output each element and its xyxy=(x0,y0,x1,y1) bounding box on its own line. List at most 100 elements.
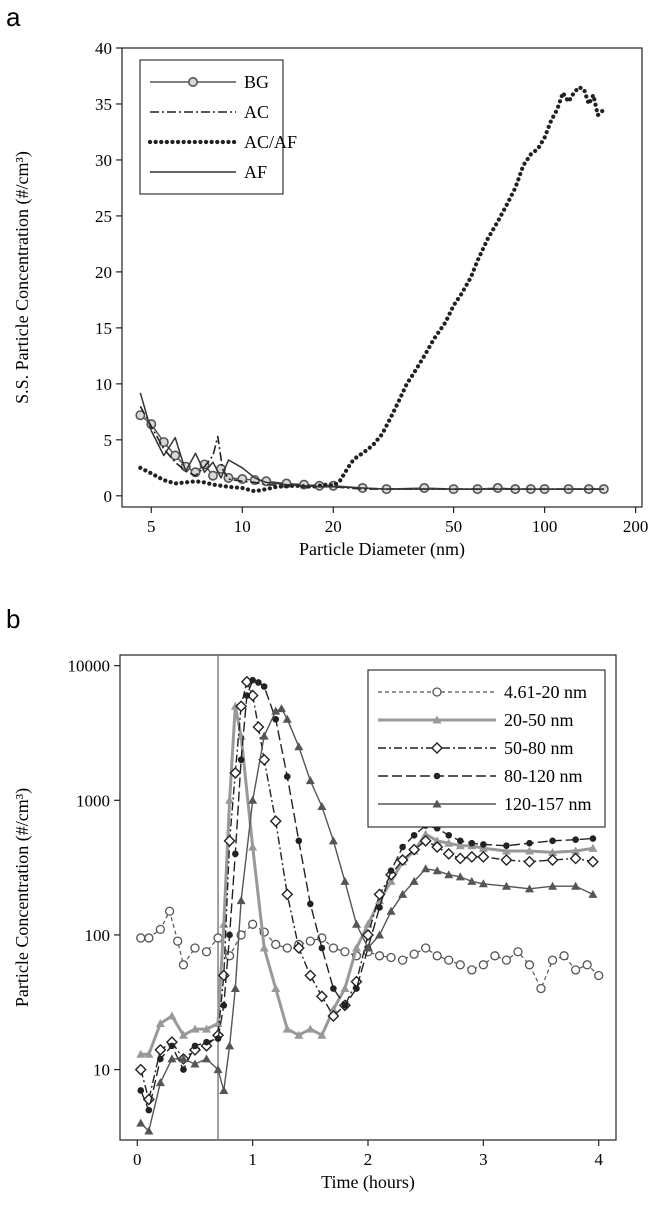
series-line-a-ac-af xyxy=(138,85,606,494)
legend-a: BG AC AC/AF AF xyxy=(139,59,297,195)
x-tick-label: 2 xyxy=(364,1150,373,1169)
data-point-b-20-50-nm xyxy=(136,1049,146,1058)
x-tick-label: 100 xyxy=(532,517,558,536)
data-point-b-20-50-nm xyxy=(155,1018,165,1027)
series-b-120-157-nm xyxy=(136,704,598,1135)
data-point-b-50-80-nm xyxy=(281,888,294,901)
data-point-b-50-80-nm xyxy=(500,854,513,867)
data-point-b-120-157-nm xyxy=(588,889,598,898)
data-point-b-80-120-nm xyxy=(445,831,453,839)
data-point-b-50-80-nm xyxy=(373,888,386,901)
x-tick-label: 50 xyxy=(445,517,462,536)
y-tick-label: 10 xyxy=(93,1061,110,1080)
data-point-b-20-50-nm xyxy=(305,1024,315,1033)
data-point-b-80-120-nm xyxy=(191,1042,199,1050)
series-b-20-50-nm xyxy=(136,701,598,1058)
data-point-b-80-120-nm xyxy=(503,842,510,850)
data-point-b-20-50-nm xyxy=(202,1024,212,1033)
data-point-b-120-157-nm xyxy=(225,1041,235,1050)
data-point-b-80-120-nm xyxy=(214,1035,222,1042)
legend-marker-b-120-157-nm xyxy=(432,799,442,808)
data-point-b-50-80-nm xyxy=(304,969,317,982)
legend-label-a-ac-af: AC/AF xyxy=(244,132,297,152)
data-point-b-20-50-nm xyxy=(317,1030,327,1039)
data-point-b-120-157-nm xyxy=(501,881,511,890)
data-point-b-4-61-20-nm xyxy=(444,955,454,965)
legend-label-a-ac: AC xyxy=(244,102,269,122)
data-point-b-4-61-20-nm xyxy=(201,947,212,957)
data-point-b-80-120-nm xyxy=(572,836,579,843)
y-tick-label: 100 xyxy=(85,926,111,945)
data-point-b-50-80-nm xyxy=(569,852,582,865)
data-point-b-80-120-nm xyxy=(549,837,556,845)
data-point-b-120-157-nm xyxy=(155,1078,165,1087)
legend-marker-b-20-50-nm xyxy=(432,715,442,724)
y-tick-label: 35 xyxy=(95,95,112,114)
series-a-ac-af xyxy=(138,85,606,494)
chart-a: 5 10 20 50 100 200 0 5 10 15 20 25 30 35 40 Particle Di… xyxy=(12,39,648,560)
data-point-b-50-80-nm xyxy=(431,841,444,853)
data-point-b-50-80-nm xyxy=(523,855,536,868)
data-point-b-120-157-nm xyxy=(167,1054,177,1063)
data-point-b-4-61-20-nm xyxy=(213,933,223,943)
data-point-b-80-120-nm xyxy=(526,839,533,847)
data-point-b-120-157-nm xyxy=(248,795,258,804)
data-point-b-120-157-nm xyxy=(571,881,581,890)
data-point-b-50-80-nm xyxy=(546,854,559,867)
legend-label-b-50-80-nm: 50-80 nm xyxy=(504,738,574,758)
data-point-b-4-61-20-nm xyxy=(173,936,183,946)
legend-label-b-80-120-nm: 80-120 nm xyxy=(504,766,583,786)
data-point-b-4-61-20-nm xyxy=(570,965,581,975)
legend-label-b-20-50-nm: 20-50 nm xyxy=(504,710,574,730)
data-point-b-20-50-nm xyxy=(167,1011,177,1020)
data-point-b-120-157-nm xyxy=(375,930,385,939)
y-axis-title: Particle Concentration (#/cm³) xyxy=(12,788,33,1007)
x-tick-label: 0 xyxy=(133,1150,142,1169)
data-point-b-80-120-nm xyxy=(410,831,418,839)
data-point-b-120-157-nm xyxy=(432,866,442,875)
legend-label-a-bg: BG xyxy=(244,72,269,92)
data-point-b-50-80-nm xyxy=(454,852,467,865)
data-point-b-50-80-nm xyxy=(477,850,490,863)
data-point-b-80-120-nm xyxy=(330,985,337,992)
data-point-b-120-157-nm xyxy=(259,731,269,740)
data-point-b-80-120-nm xyxy=(260,683,268,690)
data-point-b-80-120-nm xyxy=(220,1002,228,1009)
data-point-b-4-61-20-nm xyxy=(144,933,154,943)
data-point-b-4-61-20-nm xyxy=(155,924,166,935)
data-point-b-120-157-nm xyxy=(276,704,286,713)
data-point-b-120-157-nm xyxy=(444,870,454,879)
data-point-b-50-80-nm xyxy=(465,850,478,863)
data-point-b-4-61-20-nm xyxy=(374,951,385,961)
data-point-b-4-61-20-nm xyxy=(328,943,339,953)
data-point-b-20-50-nm xyxy=(328,1004,338,1013)
data-point-b-120-157-nm xyxy=(213,1065,223,1074)
data-point-b-80-120-nm xyxy=(283,773,291,780)
data-point-a-bg xyxy=(492,482,503,493)
data-point-b-50-80-nm xyxy=(327,1010,340,1023)
x-tick-label: 4 xyxy=(594,1150,603,1169)
data-point-b-120-157-nm xyxy=(271,706,281,715)
y-tick-label: 5 xyxy=(104,431,113,450)
data-point-b-120-157-nm xyxy=(282,714,292,723)
data-point-b-120-157-nm xyxy=(144,1126,154,1135)
data-point-b-120-157-nm xyxy=(548,881,558,890)
data-point-b-80-120-nm xyxy=(376,904,383,911)
data-point-b-20-50-nm xyxy=(144,1049,154,1058)
data-point-b-4-61-20-nm xyxy=(409,949,419,959)
data-point-b-20-50-nm xyxy=(386,876,396,885)
data-point-b-4-61-20-nm xyxy=(421,943,431,953)
data-point-b-20-50-nm xyxy=(432,836,442,845)
series-line-b-80-120-nm xyxy=(140,679,593,1111)
data-point-b-4-61-20-nm xyxy=(501,955,512,965)
data-point-b-20-50-nm xyxy=(571,846,581,855)
data-point-b-80-120-nm xyxy=(203,1038,210,1046)
data-point-b-20-50-nm xyxy=(351,943,361,952)
data-point-b-120-157-nm xyxy=(136,1118,146,1127)
data-point-b-4-61-20-nm xyxy=(305,936,315,946)
data-point-b-4-61-20-nm xyxy=(455,960,465,970)
data-point-b-80-120-nm xyxy=(243,692,251,699)
legend-b: 4.61-20 nm 20-50 nm 50-80 nm 80-120 nm 120-1… xyxy=(367,669,606,828)
data-point-b-50-80-nm xyxy=(586,855,599,868)
